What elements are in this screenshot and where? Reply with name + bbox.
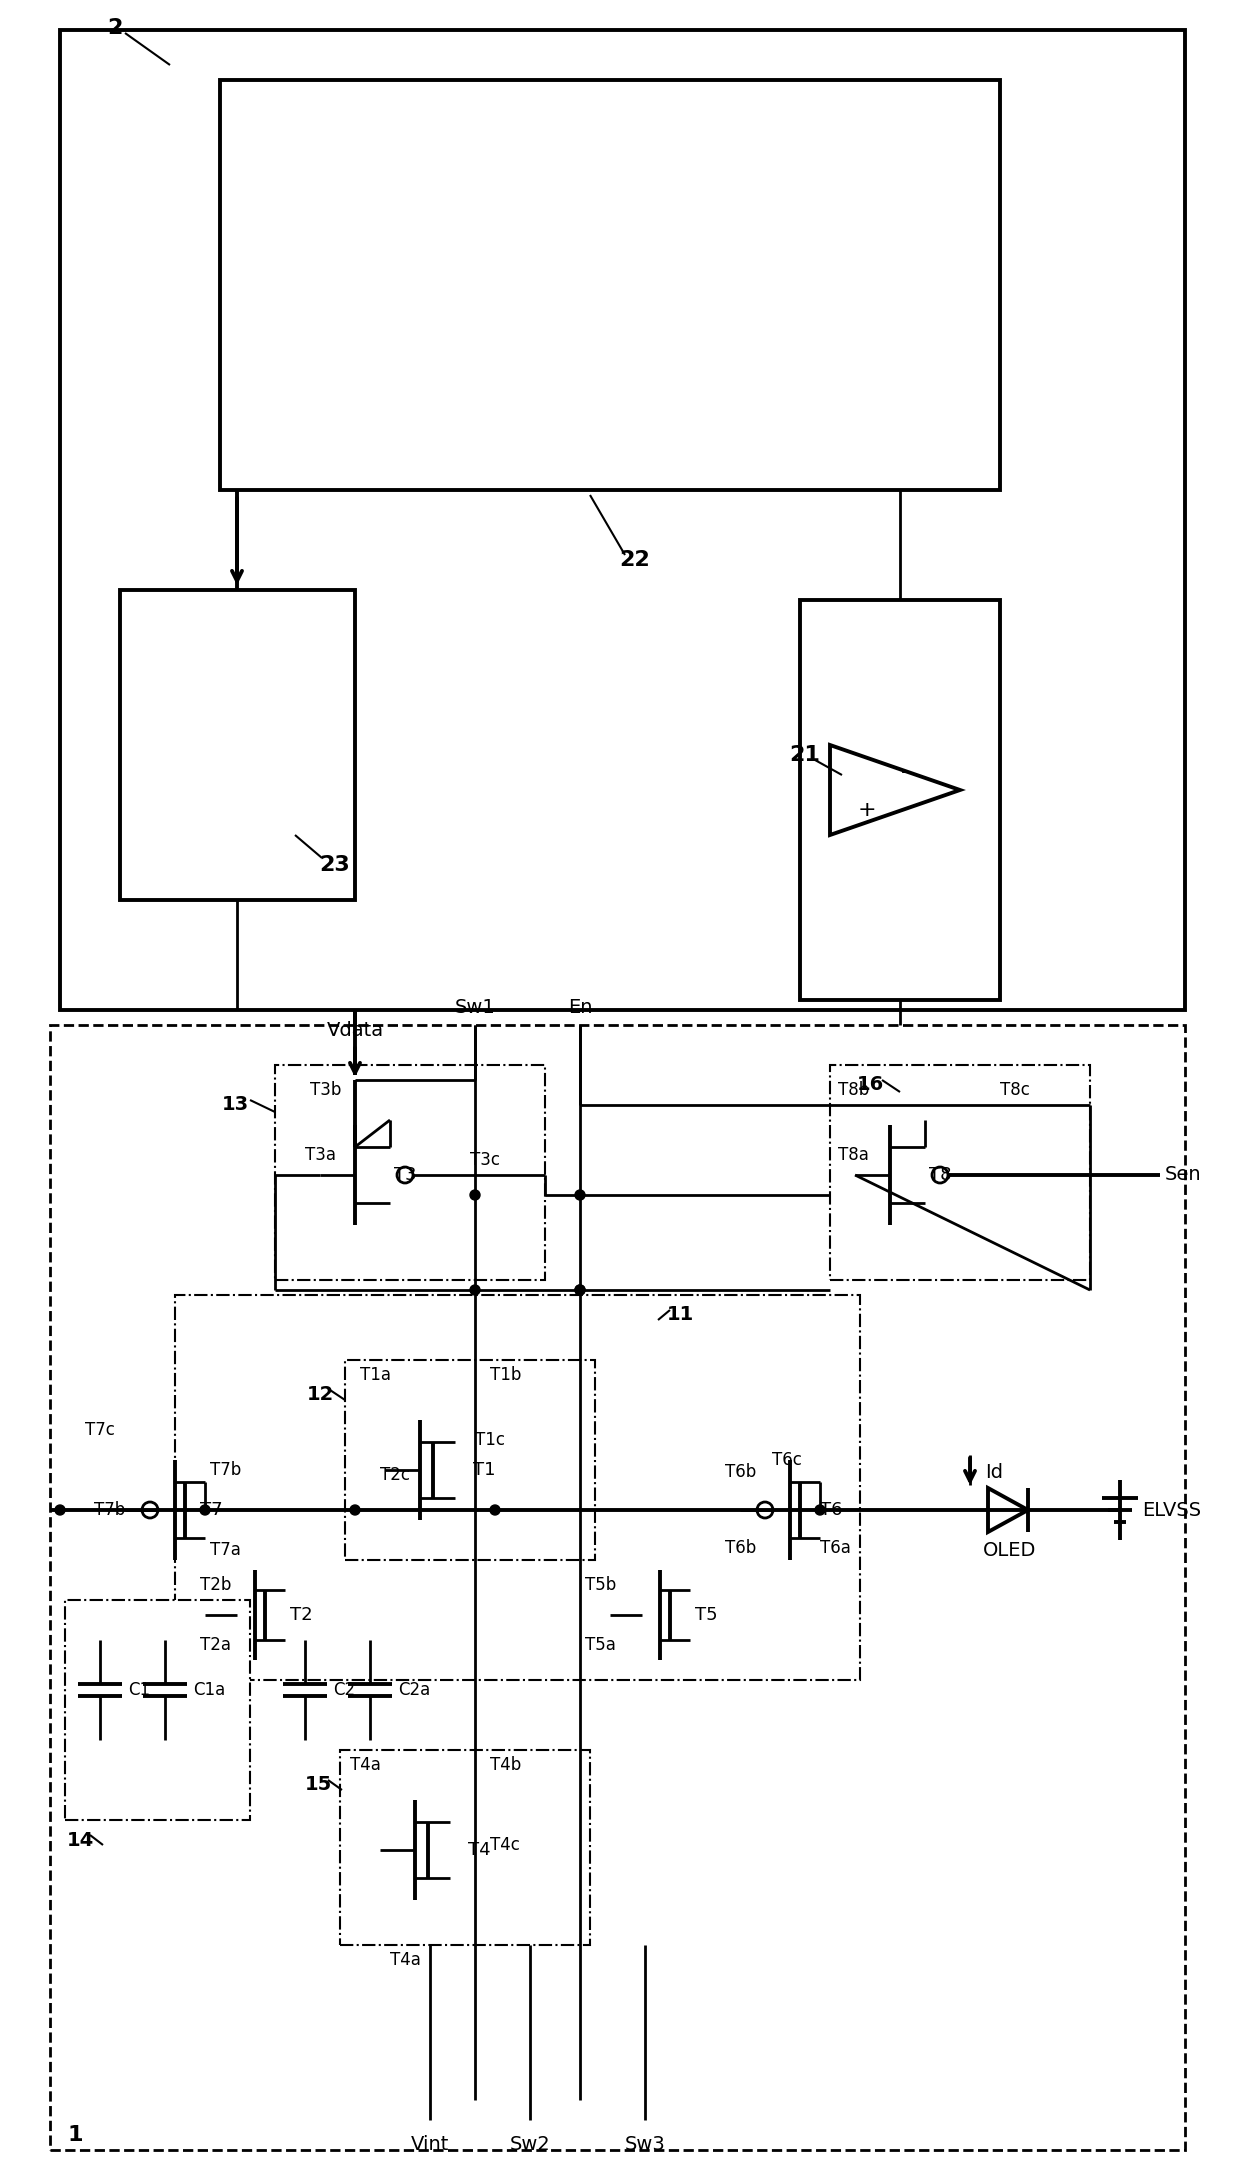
Text: T5a: T5a	[585, 1636, 616, 1654]
Text: T7b: T7b	[210, 1460, 242, 1480]
Bar	[830, 1065, 1090, 1280]
Text: T8b: T8b	[838, 1081, 869, 1098]
Text: T4a: T4a	[391, 1951, 420, 1968]
Text: T1: T1	[472, 1460, 496, 1480]
Text: 16: 16	[857, 1076, 884, 1094]
Text: T7: T7	[200, 1502, 223, 1519]
Text: T7c: T7c	[86, 1421, 115, 1439]
Text: 2: 2	[108, 17, 123, 39]
Text: C1a: C1a	[193, 1682, 226, 1699]
Bar	[345, 1361, 595, 1560]
Circle shape	[490, 1506, 500, 1515]
Bar	[60, 30, 1185, 1009]
Text: T3a: T3a	[305, 1146, 336, 1163]
Text: C2: C2	[334, 1682, 355, 1699]
Text: En: En	[568, 998, 593, 1018]
Text: T1a: T1a	[360, 1365, 391, 1384]
Text: T6: T6	[820, 1502, 842, 1519]
Text: ELVSS: ELVSS	[1142, 1499, 1202, 1519]
Text: +: +	[858, 801, 877, 820]
Text: T4: T4	[467, 1840, 491, 1860]
Text: T6c: T6c	[773, 1452, 802, 1469]
Text: T2: T2	[290, 1606, 312, 1623]
Circle shape	[350, 1506, 360, 1515]
Bar	[219, 80, 999, 490]
Text: Sw2: Sw2	[510, 2135, 551, 2155]
Text: -: -	[901, 762, 909, 781]
Text: T8: T8	[929, 1165, 951, 1185]
Text: C2a: C2a	[398, 1682, 430, 1699]
Text: Id: Id	[985, 1463, 1003, 1482]
Text: OLED: OLED	[983, 1541, 1037, 1560]
Text: T3c: T3c	[470, 1150, 500, 1170]
Text: T3b: T3b	[310, 1081, 341, 1098]
Text: 1: 1	[67, 2124, 83, 2144]
Text: T4a: T4a	[350, 1756, 381, 1775]
Bar	[64, 1599, 250, 1821]
Text: 11: 11	[666, 1306, 693, 1324]
Text: T6a: T6a	[820, 1539, 851, 1558]
Text: 12: 12	[306, 1384, 334, 1404]
Text: T1c: T1c	[475, 1430, 505, 1450]
Circle shape	[575, 1285, 585, 1295]
Text: Vint: Vint	[410, 2135, 449, 2155]
Text: T2b: T2b	[200, 1575, 232, 1595]
Text: T5: T5	[694, 1606, 718, 1623]
Text: T5b: T5b	[585, 1575, 616, 1595]
Text: T6b: T6b	[725, 1463, 756, 1480]
Circle shape	[55, 1506, 64, 1515]
Text: T6b: T6b	[725, 1539, 756, 1558]
Circle shape	[575, 1189, 585, 1200]
Circle shape	[575, 1285, 585, 1295]
Text: 21: 21	[790, 744, 821, 766]
Circle shape	[815, 1506, 825, 1515]
Text: Vdata: Vdata	[326, 1022, 383, 1039]
Bar	[275, 1065, 546, 1280]
Text: 13: 13	[222, 1096, 248, 1115]
Polygon shape	[830, 744, 960, 835]
Text: T8c: T8c	[999, 1081, 1030, 1098]
Text: T7a: T7a	[210, 1541, 241, 1558]
Text: Sw3: Sw3	[625, 2135, 666, 2155]
Text: 14: 14	[67, 1831, 94, 1849]
Text: Sw1: Sw1	[455, 998, 495, 1018]
Text: T1b: T1b	[490, 1365, 521, 1384]
Text: 22: 22	[620, 549, 650, 571]
Text: Sen: Sen	[1166, 1165, 1202, 1185]
Text: T2a: T2a	[200, 1636, 231, 1654]
Text: 15: 15	[304, 1775, 331, 1795]
Text: T2c: T2c	[379, 1467, 410, 1484]
Bar	[340, 1749, 590, 1944]
Text: T7b: T7b	[94, 1502, 125, 1519]
Text: T4c: T4c	[490, 1836, 520, 1853]
Bar	[800, 599, 999, 1000]
Text: T4b: T4b	[490, 1756, 521, 1775]
Bar	[175, 1295, 861, 1680]
Text: T8a: T8a	[838, 1146, 869, 1163]
Bar	[120, 590, 355, 901]
Text: 23: 23	[320, 855, 351, 875]
Circle shape	[200, 1506, 210, 1515]
Text: C1: C1	[128, 1682, 150, 1699]
Circle shape	[470, 1189, 480, 1200]
Circle shape	[470, 1285, 480, 1295]
Text: T3: T3	[393, 1165, 417, 1185]
Polygon shape	[988, 1489, 1028, 1532]
Bar	[50, 1024, 1185, 2150]
